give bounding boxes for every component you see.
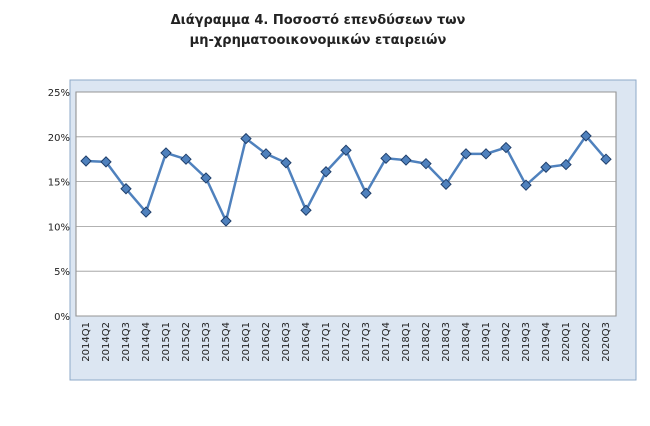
x-tick-label: 2019Q1 — [481, 322, 492, 362]
marker — [240, 132, 252, 145]
x-tick-label: 2014Q3 — [121, 322, 132, 362]
x-tick-label: 2018Q3 — [441, 322, 452, 362]
marker — [460, 148, 472, 160]
plot-area — [75, 91, 617, 317]
x-tick-label: 2020Q2 — [581, 322, 592, 362]
chart-title: μη-χρηματοοικονομικών εταιρειών — [190, 33, 447, 48]
x-tick-label: 2017Q1 — [321, 322, 332, 362]
marker — [180, 153, 192, 165]
x-tick-label: 2017Q4 — [381, 322, 392, 362]
marker — [120, 183, 132, 195]
marker — [440, 178, 452, 190]
marker — [600, 153, 612, 165]
x-tick-label: 2015Q1 — [161, 322, 172, 362]
x-tick-label: 2018Q2 — [421, 322, 432, 362]
marker — [580, 130, 592, 142]
x-tick-label: 2019Q4 — [541, 322, 552, 362]
x-tick-label: 2019Q2 — [501, 322, 512, 362]
marker — [540, 161, 552, 173]
y-tick-label: 0% — [54, 312, 70, 323]
x-tick-label: 2016Q1 — [241, 322, 252, 362]
marker — [200, 172, 212, 184]
x-tick-label: 2014Q2 — [101, 322, 112, 362]
x-tick-label: 2015Q2 — [181, 322, 192, 362]
marker — [480, 148, 492, 160]
marker — [160, 147, 172, 159]
marker — [340, 144, 352, 156]
marker — [260, 148, 272, 160]
marker — [420, 157, 432, 170]
x-tick-label: 2016Q3 — [281, 322, 292, 362]
x-tick-label: 2020Q3 — [601, 322, 612, 362]
marker — [560, 158, 572, 171]
y-tick-label: 10% — [48, 222, 70, 233]
marker — [100, 156, 112, 168]
x-tick-label: 2020Q1 — [561, 322, 572, 362]
x-tick-label: 2015Q3 — [201, 322, 212, 362]
y-tick-label: 15% — [48, 178, 70, 189]
x-tick-label: 2017Q3 — [361, 322, 372, 362]
marker — [360, 187, 372, 199]
marker — [320, 166, 332, 178]
marker — [380, 152, 392, 165]
y-tick-label: 5% — [54, 267, 70, 278]
x-tick-label: 2016Q4 — [301, 322, 312, 362]
marker — [500, 141, 512, 154]
x-tick-label: 2016Q2 — [261, 322, 272, 362]
x-tick-label: 2017Q2 — [341, 322, 352, 362]
marker — [80, 155, 92, 167]
y-tick-label: 20% — [48, 133, 70, 144]
marker — [140, 206, 152, 218]
marker — [300, 204, 312, 216]
marker — [280, 157, 292, 169]
chart-title: Διάγραμμα 4. Ποσοστό επενδύσεων των — [171, 13, 466, 28]
x-tick-label: 2018Q4 — [461, 322, 472, 362]
marker — [400, 154, 412, 166]
marker — [520, 179, 532, 191]
y-tick-label: 25% — [48, 88, 70, 99]
x-tick-label: 2014Q1 — [81, 322, 92, 362]
x-tick-label: 2019Q3 — [521, 322, 532, 362]
marker — [220, 215, 232, 227]
x-tick-label: 2015Q4 — [221, 322, 232, 362]
x-tick-label: 2014Q4 — [141, 322, 152, 362]
x-tick-label: 2018Q1 — [401, 322, 412, 362]
